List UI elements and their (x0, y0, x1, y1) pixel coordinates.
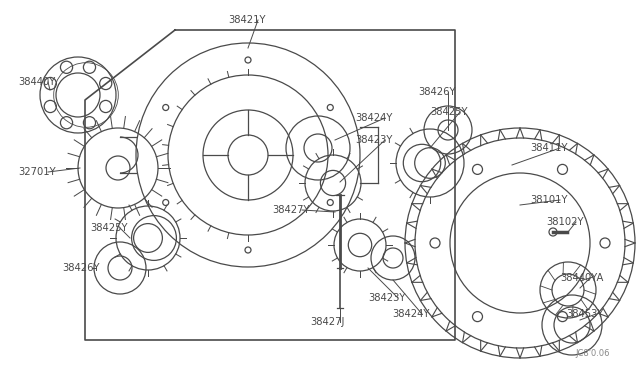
Text: 38424Y: 38424Y (355, 113, 392, 123)
Text: 38440Y: 38440Y (18, 77, 55, 87)
Text: 38440YA: 38440YA (560, 273, 604, 283)
Text: 38427J: 38427J (310, 317, 344, 327)
Text: 38425Y: 38425Y (430, 107, 467, 117)
Text: 38423Y: 38423Y (355, 135, 392, 145)
Text: 38423Y: 38423Y (368, 293, 405, 303)
Text: JC8'0.06: JC8'0.06 (575, 349, 610, 358)
Text: 38425Y: 38425Y (90, 223, 127, 233)
Text: 38426Y: 38426Y (418, 87, 456, 97)
Text: 38421Y: 38421Y (228, 15, 266, 25)
Text: 38427Y: 38427Y (272, 205, 310, 215)
Text: 38426Y: 38426Y (62, 263, 99, 273)
Text: 32701Y: 32701Y (18, 167, 56, 177)
Text: 38102Y: 38102Y (546, 217, 584, 227)
Text: 38411Y: 38411Y (530, 143, 568, 153)
Text: 38453Y: 38453Y (566, 309, 604, 319)
Text: 38101Y: 38101Y (530, 195, 568, 205)
Text: 38424Y: 38424Y (392, 309, 429, 319)
